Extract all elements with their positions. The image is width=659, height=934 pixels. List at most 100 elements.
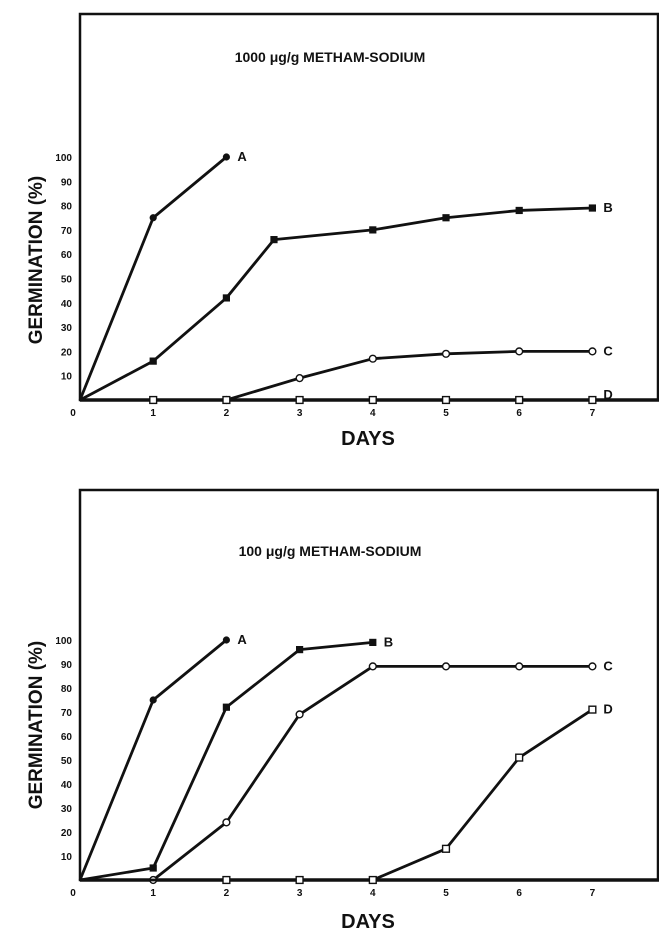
series-line	[80, 665, 593, 882]
x-tick-label: 6	[516, 408, 522, 419]
data-point	[441, 844, 451, 853]
y-tick-label: 50	[61, 756, 73, 767]
y-tick-label: 70	[61, 708, 73, 719]
series-line	[79, 641, 373, 882]
series-label: D	[603, 702, 612, 717]
y-tick-label: 100	[55, 636, 72, 647]
data-point	[295, 374, 304, 383]
x-tick-label: 5	[443, 888, 449, 899]
series-label: B	[384, 634, 393, 649]
x-tick-label: 0	[70, 408, 76, 419]
chart-panel-2: 100 μg/g METHAM-SODIUM102030405060708090…	[26, 488, 659, 933]
y-axis-label: GERMINATION (%)	[26, 176, 47, 345]
series-label: B	[603, 200, 612, 215]
data-point	[222, 818, 231, 827]
series-A: A	[78, 149, 247, 401]
y-tick-label: 70	[61, 226, 73, 237]
data-point	[222, 875, 231, 885]
x-tick-label: 3	[297, 888, 303, 899]
series-D: D	[80, 702, 613, 885]
x-tick-label: 6	[516, 888, 522, 899]
x-tick-label: 0	[70, 888, 76, 899]
series-label: A	[237, 632, 247, 647]
x-tick-label: 4	[370, 888, 376, 899]
series-A: A	[78, 632, 247, 881]
y-tick-label: 50	[61, 275, 73, 286]
data-point	[296, 646, 304, 654]
data-point	[369, 638, 377, 646]
series-label: A	[237, 149, 247, 164]
data-point	[588, 662, 597, 671]
y-tick-label: 10	[61, 852, 73, 863]
series-label: C	[603, 343, 613, 358]
y-tick-label: 30	[61, 323, 73, 334]
data-point	[442, 214, 450, 222]
x-axis-label: DAYS	[341, 428, 395, 450]
data-point	[222, 153, 230, 161]
data-point	[368, 875, 377, 885]
data-point	[368, 395, 377, 405]
y-tick-label: 20	[61, 347, 73, 358]
y-tick-label: 60	[61, 250, 73, 261]
y-tick-label: 40	[61, 780, 73, 791]
x-tick-label: 7	[590, 408, 596, 419]
series-line	[79, 206, 593, 402]
series-C: C	[80, 658, 613, 885]
data-point	[588, 705, 597, 714]
y-tick-label: 80	[61, 202, 73, 213]
y-tick-label: 40	[61, 299, 73, 310]
data-point	[515, 206, 523, 215]
data-point	[149, 696, 157, 704]
x-tick-label: 3	[297, 408, 303, 419]
data-point	[270, 236, 278, 244]
chart-title: 1000 μg/g METHAM-SODIUM	[235, 49, 426, 65]
data-point	[295, 395, 304, 405]
x-tick-label: 4	[370, 408, 376, 419]
x-tick-label: 1	[150, 888, 156, 899]
data-point	[222, 703, 230, 711]
y-tick-label: 60	[61, 732, 73, 743]
data-point	[295, 875, 304, 885]
data-point	[222, 294, 230, 302]
y-axis-label: GERMINATION (%)	[26, 641, 47, 810]
series-C: C	[80, 343, 613, 405]
series-D: D	[80, 387, 613, 405]
data-point	[368, 662, 377, 671]
y-tick-label: 10	[61, 372, 73, 383]
x-axis-label: DAYS	[341, 911, 395, 933]
x-tick-label: 2	[224, 888, 230, 899]
y-tick-label: 20	[61, 828, 73, 839]
series-B: B	[79, 200, 613, 402]
chart-title: 100 μg/g METHAM-SODIUM	[239, 543, 422, 559]
x-tick-label: 5	[443, 408, 449, 419]
y-tick-label: 30	[61, 804, 73, 815]
data-point	[588, 347, 597, 356]
data-point	[149, 214, 157, 222]
data-point	[222, 395, 231, 405]
data-point	[149, 864, 157, 872]
data-point	[515, 662, 524, 671]
x-tick-label: 1	[150, 408, 156, 419]
y-tick-label: 80	[61, 684, 73, 695]
x-tick-label: 2	[224, 408, 230, 419]
data-point	[295, 710, 304, 719]
data-point	[149, 357, 157, 365]
data-point	[515, 753, 524, 762]
data-point	[368, 354, 377, 363]
y-tick-label: 100	[55, 153, 72, 164]
data-point	[441, 395, 451, 405]
y-tick-label: 90	[61, 177, 73, 188]
series-line	[80, 708, 594, 882]
chart-panel-1: 1000 μg/g METHAM-SODIUM10203040506070809…	[26, 12, 659, 450]
data-point	[588, 204, 596, 212]
series-B: B	[79, 634, 393, 882]
series-label: C	[603, 658, 613, 673]
data-point	[588, 395, 597, 405]
data-point	[515, 347, 524, 356]
data-point	[515, 395, 524, 405]
data-point	[149, 395, 158, 405]
data-point	[441, 349, 451, 358]
series-label: D	[603, 387, 612, 402]
data-point	[441, 662, 451, 671]
